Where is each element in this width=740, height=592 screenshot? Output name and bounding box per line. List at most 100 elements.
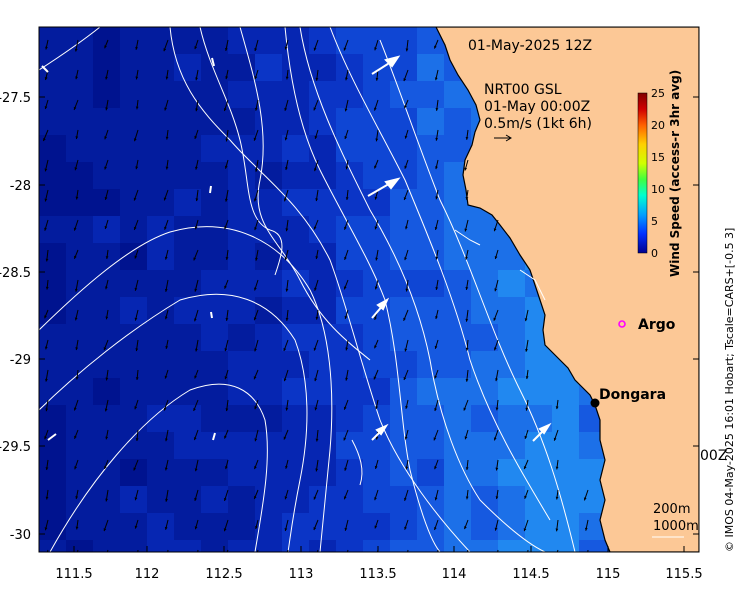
y-tick-label: -29 [10, 353, 31, 368]
wind-arrow-head [586, 559, 589, 562]
pixel-cell [228, 162, 255, 189]
wind-arrow-head [283, 198, 287, 202]
pixel-cell [282, 540, 309, 552]
wind-arrow-head [193, 437, 197, 441]
wind-arrow-head [75, 376, 79, 380]
wind-arrow-head [255, 168, 258, 172]
pixel-cell [228, 486, 255, 513]
pixel-cell [120, 486, 147, 513]
pixel-cell [498, 513, 525, 540]
wind-arrow-head [225, 257, 229, 260]
pixel-cell [390, 513, 417, 540]
pixel-cell [471, 243, 498, 270]
wind-arrow-head [404, 135, 408, 139]
pixel-cell [66, 540, 93, 552]
wind-arrow-head [434, 375, 438, 379]
wind-arrow-head [464, 228, 468, 232]
pixel-cell [174, 432, 201, 459]
wind-arrow-head [285, 288, 289, 292]
pixel-cell [228, 432, 255, 459]
model-label: NRT00 GSL [484, 82, 562, 98]
pixel-cell [201, 351, 228, 378]
wind-arrow-head [164, 288, 168, 292]
pixel-cell [39, 189, 66, 216]
wind-arrow-head [345, 377, 348, 381]
pixel-cell [93, 378, 120, 405]
pixel-cell [282, 486, 309, 513]
wind-arrow-head [375, 138, 379, 142]
wind-arrow-head [524, 435, 528, 439]
pixel-cell [390, 81, 417, 108]
wind-arrow-head [464, 526, 467, 530]
pixel-cell [444, 486, 471, 513]
pixel-cell [39, 270, 66, 297]
pixel-cell [66, 459, 93, 486]
wind-arrow-head [434, 45, 437, 49]
pixel-cell [93, 27, 120, 54]
wind-arrow-head [374, 558, 377, 561]
pixel-cell [525, 540, 552, 552]
wind-arrow-head [464, 436, 468, 440]
wind-arrow-head [374, 317, 377, 320]
wind-arrow-head [435, 256, 439, 260]
wind-arrow-head [225, 408, 229, 412]
wind-arrow-head [494, 347, 497, 351]
wind-arrow-head [73, 227, 77, 231]
y-tick-label: -28 [10, 179, 31, 194]
pixel-cell [147, 351, 174, 378]
wind-arrow-head [403, 317, 406, 321]
pixel-cell [417, 54, 444, 81]
pixel-cell [120, 378, 147, 405]
pixel-cell [174, 459, 201, 486]
pixel-cell [309, 459, 336, 486]
wind-arrow-head [285, 167, 288, 170]
pixel-cell [336, 270, 363, 297]
wind-arrow-head [525, 376, 529, 379]
pixel-cell [174, 297, 201, 324]
wind-arrow-head [224, 435, 227, 439]
pixel-cell [336, 486, 363, 513]
wind-arrow-head [375, 257, 378, 261]
pixel-cell [201, 405, 228, 432]
pixel-cell [147, 432, 174, 459]
colorbar-tick-label: 20 [651, 119, 665, 132]
wind-arrow-head [555, 466, 559, 470]
wind-arrow-head [255, 526, 258, 529]
wind-arrow-head [343, 406, 347, 410]
wind-arrow-head [74, 466, 77, 470]
wind-arrow-head [314, 378, 318, 382]
wind-arrow-head [133, 226, 137, 230]
pixel-cell [93, 513, 120, 540]
pixel-cell [255, 270, 282, 297]
wind-arrow-head [134, 255, 138, 259]
wind-arrow-head [163, 407, 167, 411]
pixel-cell [471, 486, 498, 513]
wind-arrow-head [195, 108, 198, 112]
pixel-cell [93, 540, 120, 552]
wind-arrow-head [343, 437, 347, 441]
colorbar-tick-label: 10 [651, 183, 665, 196]
pixel-cell [498, 486, 525, 513]
wind-arrow-head [224, 48, 228, 51]
scale-arrows [41, 55, 552, 442]
pixel-cell [552, 405, 579, 432]
wind-arrow-head [404, 348, 408, 352]
wind-arrow-head [495, 467, 499, 471]
pixel-cell [336, 108, 363, 135]
pixel-cell [66, 216, 93, 243]
pixel-cell [390, 243, 417, 270]
pixel-cell [498, 324, 525, 351]
wind-arrow-head [435, 108, 439, 111]
pixel-cell [471, 513, 498, 540]
wind-arrow-head [165, 136, 169, 140]
wind-arrow-head [494, 288, 498, 292]
pixel-cell [39, 540, 66, 552]
wind-arrow-head [374, 226, 378, 230]
wind-arrow-head [464, 167, 468, 171]
wind-arrow-head [313, 47, 317, 51]
pixel-cell [336, 405, 363, 432]
colorbar-tick-label: 0 [651, 247, 658, 260]
wind-arrow-head [223, 108, 227, 111]
pixel-cell [579, 486, 606, 513]
wind-arrow-head [195, 166, 198, 170]
